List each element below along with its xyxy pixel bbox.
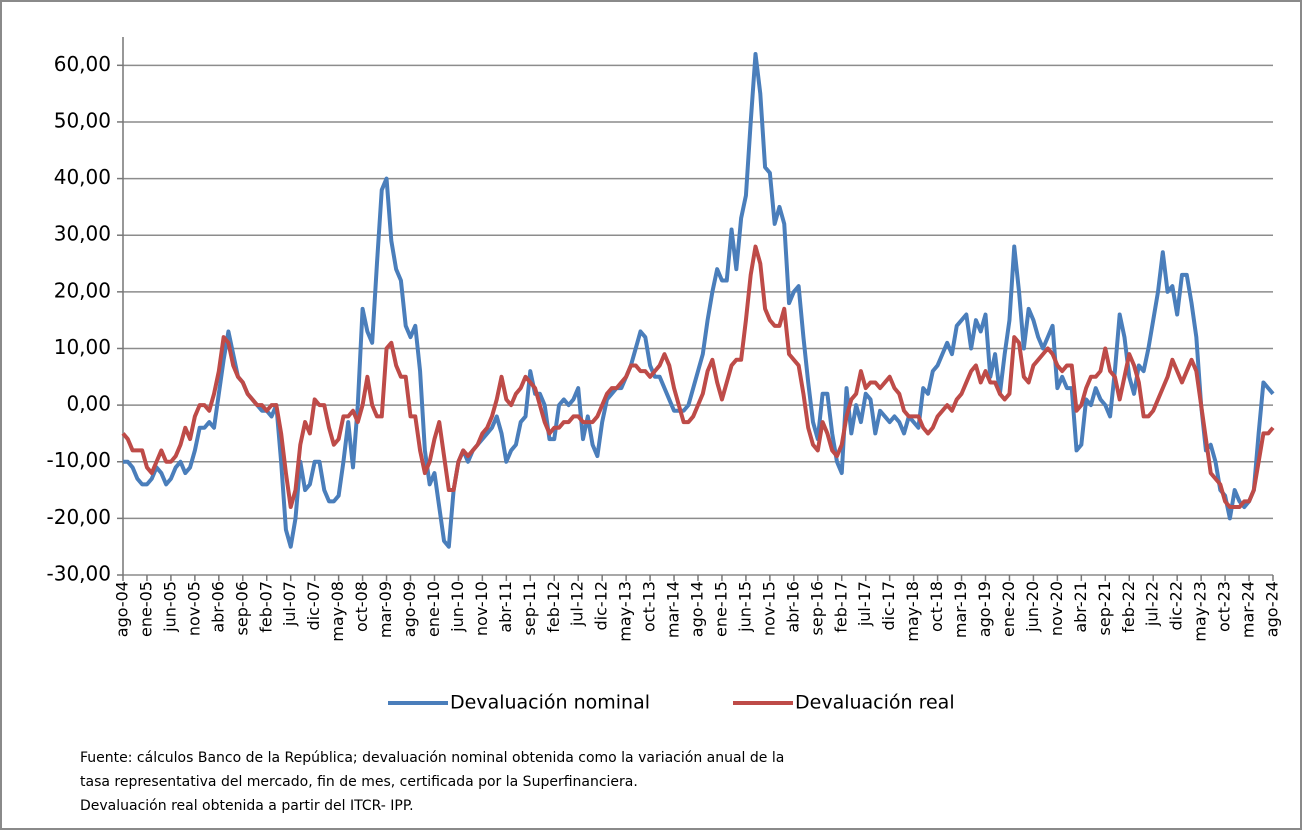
x-tick-label: oct-23 xyxy=(1215,581,1234,632)
x-tick-label: ago-04 xyxy=(113,581,132,637)
footnote: tasa representativa del mercado, fin de … xyxy=(80,774,638,790)
x-tick-label: ago-14 xyxy=(688,581,707,637)
x-tick-label: feb-07 xyxy=(256,581,275,633)
x-tick-label: nov-10 xyxy=(472,581,491,636)
legend-label: Devaluación nominal xyxy=(450,692,650,714)
x-tick-label: sep-06 xyxy=(232,581,251,635)
x-tick-label: ago-19 xyxy=(975,581,994,637)
x-tick-label: feb-12 xyxy=(544,581,563,633)
x-tick-label: dic-07 xyxy=(304,581,323,631)
x-tick-label: may-08 xyxy=(328,581,347,642)
x-tick-label: jul-17 xyxy=(855,581,874,627)
x-tick-label: jul-22 xyxy=(1143,581,1162,627)
x-tick-label: jun-05 xyxy=(160,581,179,633)
x-tick-label: dic-12 xyxy=(592,581,611,631)
x-tick-label: abr-16 xyxy=(783,581,802,633)
y-tick-label: 20,00 xyxy=(54,278,111,302)
x-tick-label: ene-20 xyxy=(999,581,1018,637)
footnote: Devaluación real obtenida a partir del I… xyxy=(80,798,414,814)
y-tick-label: -30,00 xyxy=(47,562,111,586)
y-tick-label: 60,00 xyxy=(54,52,111,76)
series-line xyxy=(121,244,1275,510)
x-tick-label: nov-05 xyxy=(184,581,203,636)
x-tick-label: sep-16 xyxy=(807,581,826,635)
x-tick-label: may-13 xyxy=(616,581,635,642)
x-tick-label: sep-21 xyxy=(1095,581,1114,635)
x-tick-label: abr-21 xyxy=(1071,581,1090,633)
x-tick-label: ago-24 xyxy=(1263,581,1282,637)
series-line xyxy=(123,51,1275,549)
x-tick-label: jun-15 xyxy=(735,581,754,633)
legend-label: Devaluación real xyxy=(795,692,955,714)
x-tick-label: jul-12 xyxy=(568,581,587,627)
x-tick-label: ene-15 xyxy=(711,581,730,637)
y-tick-label: 50,00 xyxy=(54,108,111,132)
x-tick-label: oct-08 xyxy=(352,581,371,632)
x-tick-label: may-23 xyxy=(1191,581,1210,642)
x-tick-label: abr-11 xyxy=(496,581,515,633)
x-tick-label: oct-13 xyxy=(640,581,659,632)
x-tick-label: jul-07 xyxy=(280,581,299,627)
x-tick-label: mar-09 xyxy=(376,581,395,638)
x-tick-label: jun-10 xyxy=(448,581,467,633)
footnote: Fuente: cálculos Banco de la República; … xyxy=(80,750,784,766)
x-tick-label: feb-22 xyxy=(1119,581,1138,633)
x-tick-label: feb-17 xyxy=(831,581,850,633)
x-tick-label: may-18 xyxy=(903,581,922,642)
y-tick-label: 0,00 xyxy=(66,392,111,416)
x-tick-label: ene-10 xyxy=(424,581,443,637)
y-tick-label: 10,00 xyxy=(54,335,111,359)
x-tick-label: mar-14 xyxy=(664,581,683,638)
y-tick-label: -10,00 xyxy=(47,448,111,472)
x-tick-label: ene-05 xyxy=(136,581,155,637)
x-tick-label: mar-19 xyxy=(951,581,970,638)
x-tick-label: nov-20 xyxy=(1047,581,1066,636)
x-tick-label: oct-18 xyxy=(927,581,946,632)
x-tick-label: dic-17 xyxy=(879,581,898,631)
y-tick-label: -20,00 xyxy=(47,505,111,529)
x-tick-label: dic-22 xyxy=(1167,581,1186,631)
x-tick-label: ago-09 xyxy=(400,581,419,637)
x-tick-label: jun-20 xyxy=(1023,581,1042,633)
y-tick-label: 40,00 xyxy=(54,165,111,189)
x-tick-label: mar-24 xyxy=(1239,581,1258,638)
y-tick-label: 30,00 xyxy=(54,222,111,246)
x-tick-label: abr-06 xyxy=(208,581,227,633)
x-tick-label: nov-15 xyxy=(759,581,778,636)
x-tick-label: sep-11 xyxy=(520,581,539,635)
